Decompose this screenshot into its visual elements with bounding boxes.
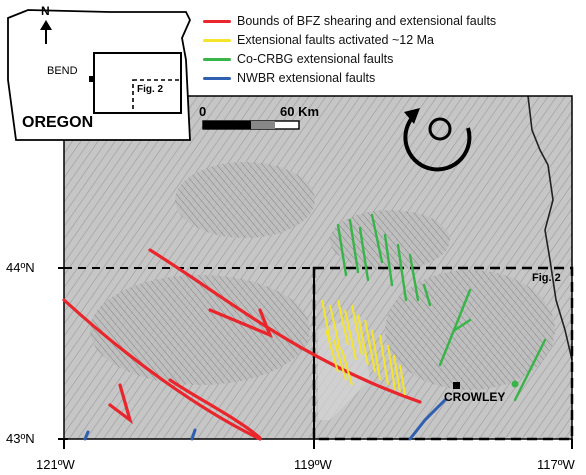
legend-swatch-red <box>203 19 231 23</box>
fault-density-zones <box>90 162 555 390</box>
north-label: N <box>41 4 50 18</box>
inset-fig2-label: Fig. 2 <box>137 84 164 95</box>
legend-label: Extensional faults activated ~12 Ma <box>237 33 434 47</box>
lat-label-44: 44ºN <box>6 260 35 275</box>
lon-label-121: 121ºW <box>36 457 75 472</box>
legend-item-bfz: Bounds of BFZ shearing and extensional f… <box>203 12 496 30</box>
legend-label: NWBR extensional faults <box>237 71 376 85</box>
legend-swatch-yellow <box>203 38 231 42</box>
green-faults <box>336 213 547 402</box>
legend-item-yellow: Extensional faults activated ~12 Ma <box>203 31 434 49</box>
inset-fig2-box <box>132 79 182 114</box>
scale-bar <box>202 120 300 130</box>
bend-marker <box>89 76 95 82</box>
inset-state-label: OREGON <box>22 114 94 131</box>
legend-label: Co-CRBG extensional faults <box>237 52 394 66</box>
legend-swatch-green <box>203 57 231 61</box>
green-point <box>511 380 519 388</box>
blue-faults <box>83 398 447 441</box>
fig2-box-label: Fig. 2 <box>532 272 561 284</box>
legend-item-green: Co-CRBG extensional faults <box>203 50 393 68</box>
crowley-label: CROWLEY <box>444 390 506 404</box>
yellow-faults <box>321 299 406 396</box>
inset-city-label: BEND <box>47 65 78 77</box>
state-border <box>527 95 573 361</box>
legend-item-blue: NWBR extensional faults <box>203 69 375 87</box>
crowley-marker <box>453 382 460 389</box>
rotation-symbol <box>403 116 472 172</box>
bfz-bounds <box>62 248 422 441</box>
rotation-arrowhead <box>404 108 420 124</box>
legend-swatch-blue <box>203 76 231 80</box>
graticule-ticks <box>58 267 573 449</box>
oregon-inset <box>7 9 191 141</box>
lat-label-43: 43ºN <box>6 431 35 446</box>
flat-basin <box>318 315 370 420</box>
scale-end-label: 60 Km <box>280 104 320 119</box>
lon-label-117: 117ºW <box>537 457 575 472</box>
scale-start-label: 0 <box>199 104 207 119</box>
legend-label: Bounds of BFZ shearing and extensional f… <box>237 14 497 28</box>
lon-label-119: 119ºW <box>294 457 332 472</box>
